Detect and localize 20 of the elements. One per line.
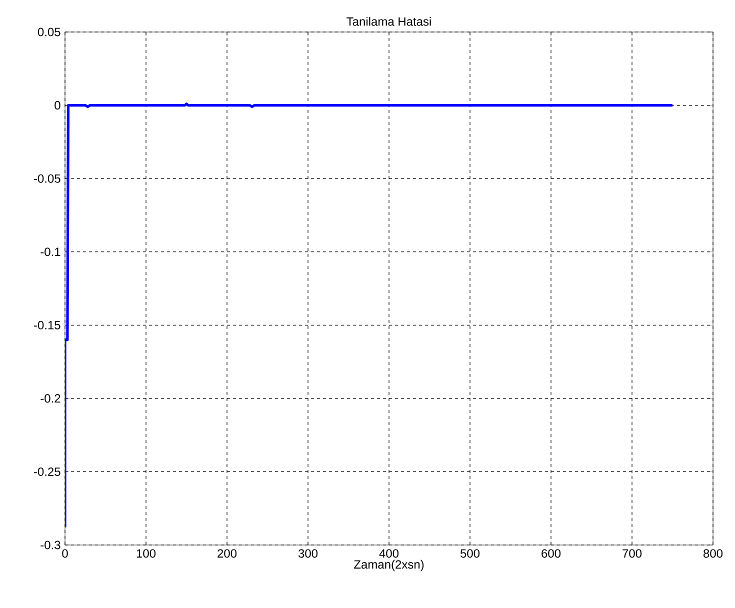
y-tick-label: 0.05 bbox=[38, 28, 60, 36]
y-tick-label: -0.1 bbox=[40, 248, 60, 256]
x-axis-title: Zaman(2xsn) bbox=[354, 560, 424, 572]
x-tick-label: 100 bbox=[136, 549, 156, 558]
x-tick-label: 700 bbox=[622, 549, 642, 558]
y-tick-label: 0 bbox=[54, 101, 60, 110]
y-tick-label: -0.2 bbox=[40, 394, 60, 403]
y-tick-label: -0.05 bbox=[34, 174, 60, 183]
x-tick-label: 600 bbox=[542, 549, 561, 558]
x-tick-label: 300 bbox=[298, 549, 318, 558]
x-tick-label: 200 bbox=[218, 549, 237, 558]
y-tick-label: -0.3 bbox=[40, 540, 60, 550]
line-series bbox=[65, 102, 674, 529]
y-tick-label: -0.25 bbox=[34, 467, 60, 476]
chart-title: Tanilama Hatasi bbox=[346, 16, 431, 26]
x-tick-label: 800 bbox=[704, 549, 723, 558]
x-tick-label: 500 bbox=[460, 549, 480, 558]
x-tick-label: 0 bbox=[62, 549, 68, 558]
x-tick-label: 400 bbox=[379, 549, 399, 558]
y-tick-label: -0.15 bbox=[34, 320, 60, 330]
